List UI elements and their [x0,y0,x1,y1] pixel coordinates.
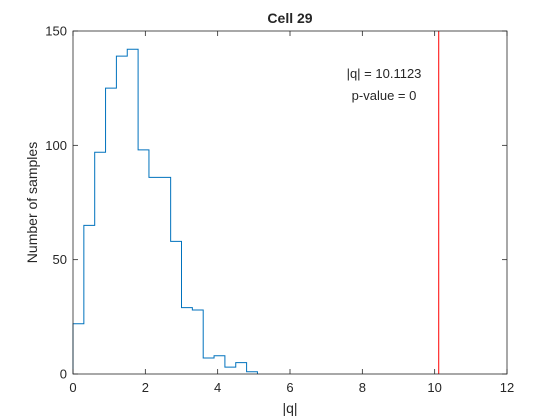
x-tick-label: 6 [286,380,293,395]
annotation-q-value: |q| = 10.1123 [347,66,422,81]
annotation-p-value: p-value = 0 [352,88,417,103]
y-tick-label: 50 [53,252,67,267]
y-tick-label: 0 [60,367,67,382]
y-axis-label: Number of samples [24,142,40,263]
x-tick-label: 4 [214,380,221,395]
x-tick-label: 10 [427,380,441,395]
plot-area [73,31,507,374]
histogram-bars [72,48,258,374]
x-tick-label: 0 [69,380,76,395]
x-tick-label: 8 [359,380,366,395]
x-axis-label: |q| [282,400,297,416]
histogram-outline [72,48,258,374]
y-tick-label: 100 [45,138,67,153]
y-tick-label: 150 [45,24,67,39]
axes: 0 2 4 6 8 10 12 0 50 100 150 [45,24,514,396]
x-tick-label: 2 [142,380,149,395]
x-tick-label: 12 [500,380,514,395]
chart-title: Cell 29 [267,10,312,26]
